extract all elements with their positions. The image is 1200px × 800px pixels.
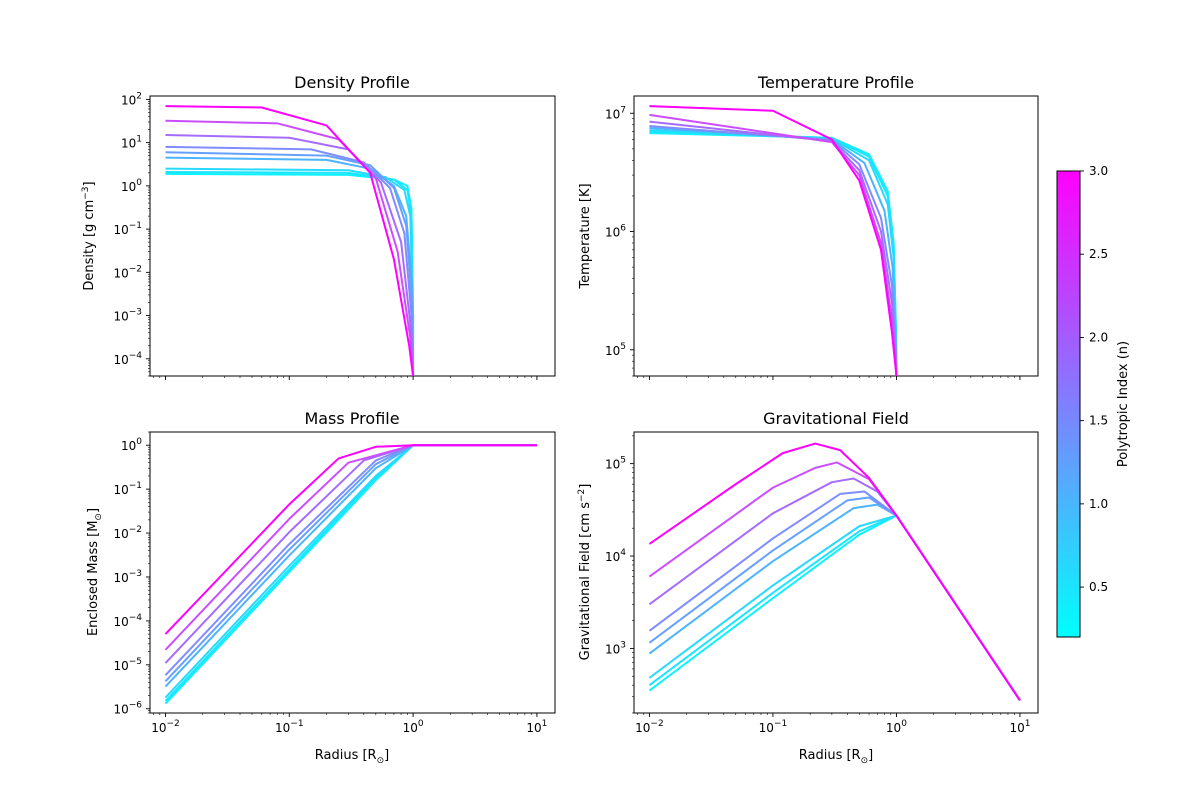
gravity-panel: Gravitational Field Gravitational Field … — [577, 409, 1039, 766]
colorbar-tick-label: 1.5 — [1089, 414, 1108, 428]
density-series-line-8 — [165, 105, 415, 377]
colorbar-tick-label: 3.0 — [1089, 164, 1108, 178]
temperature-ylabel: Temperature [K] — [578, 183, 593, 289]
mass-title: Mass Profile — [304, 409, 399, 428]
colorbar-tick-label: 0.5 — [1089, 580, 1108, 594]
mass-axes-frame — [149, 431, 556, 714]
density-series-line-4 — [165, 151, 415, 377]
density-series-line-7 — [165, 119, 415, 377]
colorbar: 3.0 2.5 2.0 1.5 1.0 0.5 Polytropic Index (n) — [1056, 164, 1131, 638]
density-series-line-6 — [165, 134, 415, 377]
temperature-lines — [649, 105, 898, 377]
temperature-title: Temperature Profile — [757, 73, 914, 92]
mass-lines — [164, 444, 537, 705]
gravity-title: Gravitational Field — [763, 409, 909, 428]
mass-ylabel: Enclosed Mass [M⊙] — [86, 508, 104, 636]
colorbar-gradient — [1056, 170, 1081, 638]
density-panel: Density Profile Density [g cm−3] 10−410−… — [81, 73, 556, 380]
density-series-line-3 — [165, 156, 415, 377]
colorbar-tick-label: 2.0 — [1089, 330, 1108, 344]
temperature-series-line-7 — [649, 105, 898, 377]
colorbar-label: Polytropic Index (n) — [1116, 341, 1131, 467]
mass-xlabel: Radius [R⊙] — [315, 748, 389, 766]
density-lines — [165, 105, 415, 377]
mass-panel: Mass Profile Enclosed Mass [M⊙] Radius [… — [86, 409, 556, 766]
gravity-series-line-8 — [648, 442, 1021, 701]
gravity-axes-frame — [633, 431, 1039, 714]
density-title: Density Profile — [294, 73, 410, 92]
density-series-line-5 — [165, 145, 415, 377]
colorbar-tick-label: 2.5 — [1089, 247, 1108, 261]
gravity-xlabel: Radius [R⊙] — [799, 748, 873, 766]
temperature-axes-frame — [633, 95, 1039, 377]
gravity-ylabel: Gravitational Field [cm s−2] — [577, 484, 593, 661]
colorbar-tick-label: 1.0 — [1089, 497, 1108, 511]
temperature-panel: Temperature Profile Temperature [K] 1051… — [578, 73, 1039, 380]
gravity-lines — [648, 442, 1021, 701]
colorbar-ticks: 3.0 2.5 2.0 1.5 1.0 0.5 — [1080, 164, 1108, 594]
density-ylabel: Density [g cm−3] — [81, 181, 97, 290]
mass-series-line-8 — [164, 444, 537, 635]
